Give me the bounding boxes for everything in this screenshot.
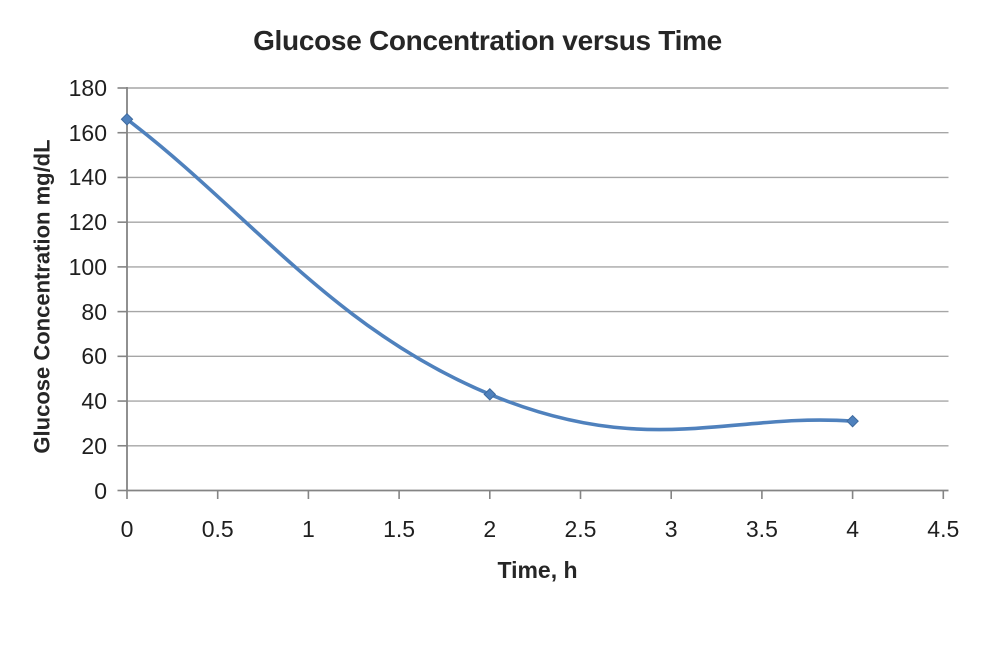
y-tick-label: 80 xyxy=(81,298,107,325)
x-tick-label: 0.5 xyxy=(201,516,234,542)
x-tick-label: 3.5 xyxy=(745,516,778,542)
x-tick-label: 0 xyxy=(120,516,134,542)
x-tick-label: 2.5 xyxy=(564,516,597,542)
data-point-marker xyxy=(846,414,859,428)
y-tick-label: 160 xyxy=(68,119,107,146)
y-tick-label: 100 xyxy=(68,253,107,280)
y-tick-label: 140 xyxy=(68,164,107,191)
y-tick-label: 60 xyxy=(81,343,107,370)
data-point-marker xyxy=(120,112,134,126)
x-tick-label: 1.5 xyxy=(383,516,416,542)
x-axis-title: Time, h xyxy=(497,557,578,583)
y-tick-label: 20 xyxy=(81,432,107,459)
chart-title: Glucose Concentration versus Time xyxy=(253,25,722,56)
x-tick-label: 2 xyxy=(483,516,497,542)
y-tick-label: 0 xyxy=(94,477,107,504)
y-tick-label: 40 xyxy=(81,388,107,415)
x-tick-label: 1 xyxy=(301,516,315,542)
x-tick-label: 3 xyxy=(664,516,678,542)
y-tick-label: 180 xyxy=(68,75,107,101)
x-tick-label: 4 xyxy=(846,516,859,542)
data-point-marker xyxy=(483,388,497,401)
y-tick-label: 120 xyxy=(68,209,107,236)
x-tick-label: 4.5 xyxy=(927,516,960,542)
series-line xyxy=(125,117,855,432)
